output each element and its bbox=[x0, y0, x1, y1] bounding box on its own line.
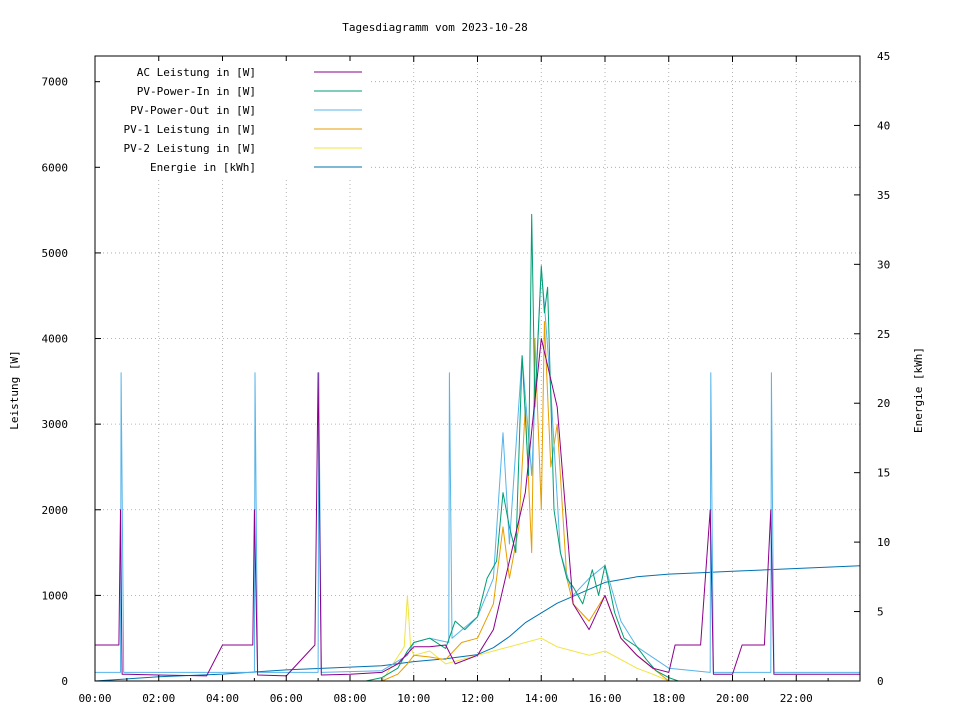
y-axis-label: Leistung [W] bbox=[8, 350, 21, 429]
legend-box bbox=[100, 61, 368, 178]
y2-tick-label: 0 bbox=[877, 675, 884, 688]
legend-label: PV-2 Leistung in [W] bbox=[124, 142, 256, 155]
y-tick-label: 7000 bbox=[42, 76, 69, 89]
axes: 00:00 02:00 04:00 06:00 08:00 10:00 12:00 14:00… bbox=[42, 50, 891, 705]
legend-label: Energie in [kWh] bbox=[150, 161, 256, 174]
x-tick-label: 14:00 bbox=[525, 692, 558, 705]
chart-title: Tagesdiagramm vom 2023-10-28 bbox=[342, 21, 527, 34]
y2-tick-label: 40 bbox=[877, 119, 890, 132]
y2-tick-label: 25 bbox=[877, 328, 890, 341]
x-tick-label: 18:00 bbox=[652, 692, 685, 705]
x-tick-label: 06:00 bbox=[270, 692, 303, 705]
y-tick-label: 1000 bbox=[42, 589, 69, 602]
y2-tick-label: 30 bbox=[877, 258, 890, 271]
legend-label: PV-Power-Out in [W] bbox=[130, 104, 256, 117]
y2-tick-label: 20 bbox=[877, 397, 890, 410]
x-tick-label: 10:00 bbox=[397, 692, 430, 705]
legend-label: AC Leistung in [W] bbox=[137, 66, 256, 79]
x-tick-label: 12:00 bbox=[461, 692, 494, 705]
plot-border bbox=[94, 55, 861, 682]
y-tick-label: 5000 bbox=[42, 247, 69, 260]
series-line-energy bbox=[94, 565, 861, 682]
y2-tick-label: 45 bbox=[877, 50, 890, 63]
x-tick-label: 02:00 bbox=[142, 692, 175, 705]
legend: AC Leistung in [W] PV-Power-In in [W] PV-P… bbox=[100, 61, 368, 178]
plot-area bbox=[94, 213, 861, 682]
x-tick-label: 22:00 bbox=[780, 692, 813, 705]
legend-label: PV-1 Leistung in [W] bbox=[124, 123, 256, 136]
y-tick-label: 4000 bbox=[42, 333, 69, 346]
series-line-pv-out bbox=[95, 269, 860, 673]
y-tick-label: 0 bbox=[61, 675, 68, 688]
x-tick-label: 00:00 bbox=[78, 692, 111, 705]
y2-tick-label: 5 bbox=[877, 606, 884, 619]
y-tick-label: 6000 bbox=[42, 161, 69, 174]
series-line-pv-in bbox=[95, 213, 860, 682]
y-tick-label: 3000 bbox=[42, 418, 69, 431]
series-line-pv2 bbox=[95, 594, 860, 682]
x-tick-label: 08:00 bbox=[333, 692, 366, 705]
legend-label: PV-Power-In in [W] bbox=[137, 85, 256, 98]
x-tick-label: 16:00 bbox=[588, 692, 621, 705]
y-tick-label: 2000 bbox=[42, 504, 69, 517]
series-line-ac bbox=[95, 338, 860, 677]
y2-tick-label: 15 bbox=[877, 467, 890, 480]
y2-tick-label: 10 bbox=[877, 536, 890, 549]
x-tick-label: 20:00 bbox=[716, 692, 749, 705]
y2-axis-label: Energie [kWh] bbox=[912, 347, 925, 433]
x-tick-label: 04:00 bbox=[206, 692, 239, 705]
y2-tick-label: 35 bbox=[877, 189, 890, 202]
